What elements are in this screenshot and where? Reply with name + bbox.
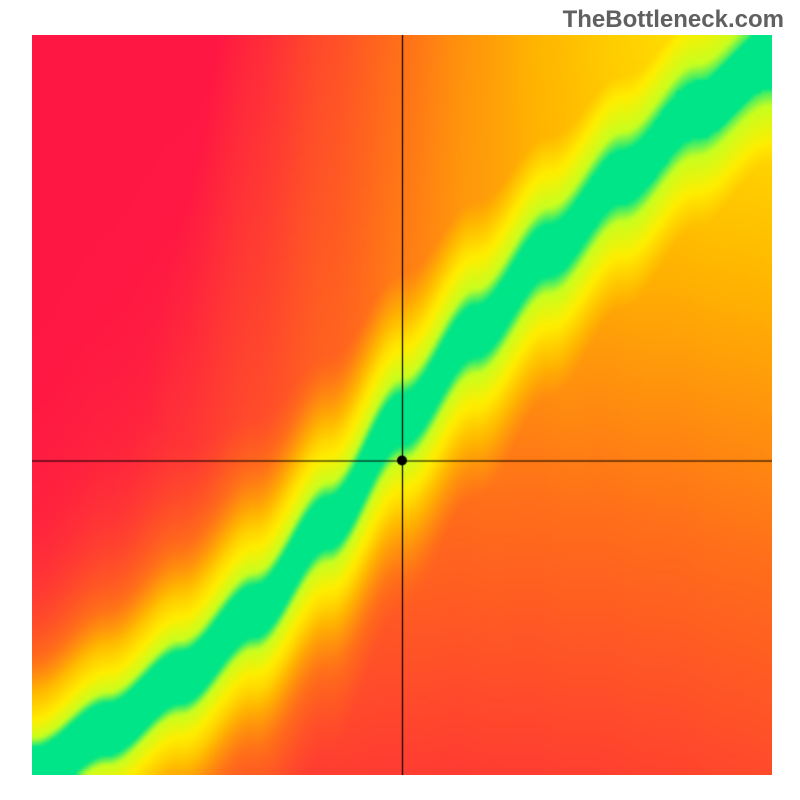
- chart-container: TheBottleneck.com: [0, 0, 800, 800]
- watermark-text: TheBottleneck.com: [563, 6, 784, 34]
- bottleneck-heatmap: [32, 35, 772, 775]
